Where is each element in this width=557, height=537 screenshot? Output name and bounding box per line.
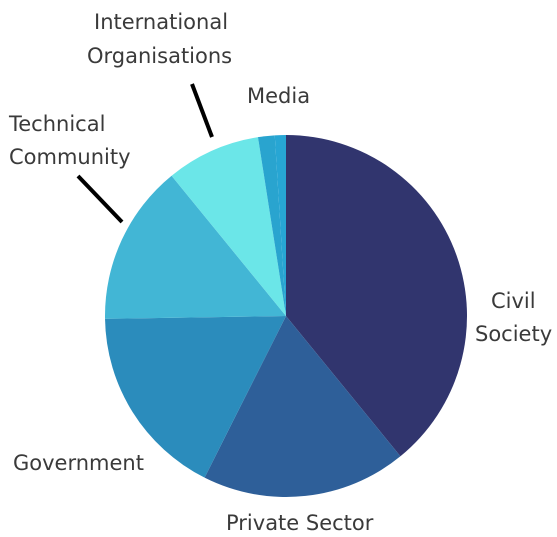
label-technical-community-line2: Community bbox=[9, 145, 131, 169]
pie-slice-government bbox=[105, 316, 287, 478]
label-civil-society-line1: Civil bbox=[491, 289, 536, 313]
leader-line-technical-community bbox=[76, 174, 124, 224]
pie-slice-media bbox=[257, 135, 286, 316]
pie-slice-private-sector bbox=[204, 316, 401, 497]
pie-slice-civil-society bbox=[286, 135, 468, 457]
pie-slice-unlabeled bbox=[274, 135, 286, 316]
leader-line-international-organisations bbox=[190, 83, 214, 138]
label-technical-community-line1: Technical bbox=[8, 112, 105, 136]
label-private-sector: Private Sector bbox=[226, 511, 374, 535]
pie-slices bbox=[104, 135, 468, 497]
pie-slice-international-organisations bbox=[171, 137, 286, 316]
label-international-organisations-line2: Organisations bbox=[87, 44, 232, 68]
label-government: Government bbox=[13, 451, 144, 475]
pie-slice-technical-community bbox=[104, 175, 287, 319]
label-media: Media bbox=[247, 84, 310, 108]
label-civil-society-line2: Society bbox=[475, 322, 552, 346]
label-international-organisations-line1: International bbox=[94, 10, 228, 34]
